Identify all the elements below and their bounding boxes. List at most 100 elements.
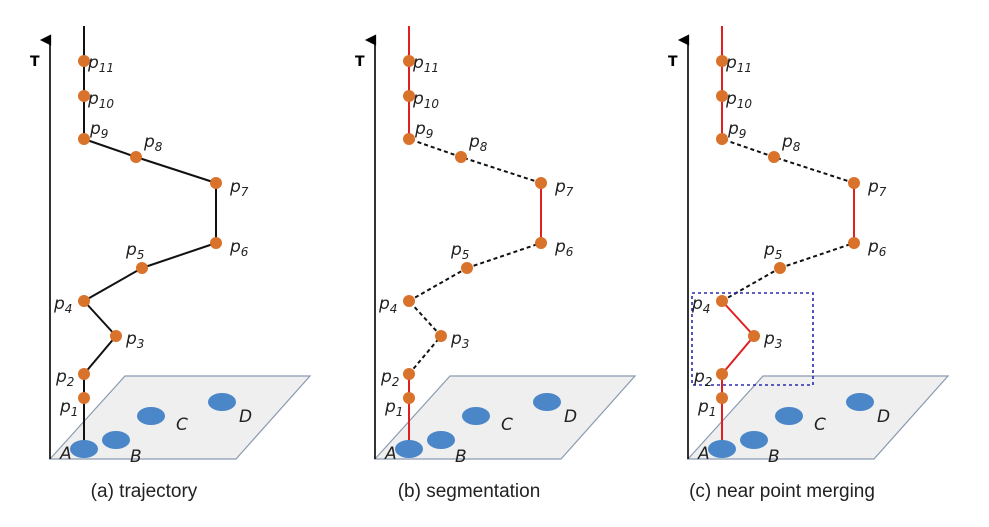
point-label-p11: p11: [412, 53, 439, 75]
trajectory-segment-7: [773, 156, 855, 184]
site-label-c: C: [176, 415, 188, 435]
panel-caption: (b) segmentation: [398, 481, 541, 502]
point-label-p11: p11: [87, 53, 114, 75]
point-label-p9: p9: [89, 119, 108, 141]
site-marker-d: [846, 393, 874, 411]
trajectory-point-p3: [110, 330, 122, 342]
point-label-p1: p1: [384, 397, 403, 419]
point-label-p6: p6: [229, 237, 249, 259]
point-label-p9: p9: [727, 119, 746, 141]
trajectory-point-p6: [848, 237, 860, 249]
time-axis-label: T: [30, 54, 40, 70]
site-label-b: B: [768, 447, 780, 467]
point-label-p9: p9: [414, 119, 433, 141]
site-label-a: A: [697, 444, 710, 464]
trajectory-point-p5: [774, 262, 786, 274]
trajectory-point-p11: [403, 55, 415, 67]
point-label-p2: p2: [693, 367, 712, 389]
trajectory-point-p6: [210, 237, 222, 249]
site-marker-c: [775, 407, 803, 425]
trajectory-point-p7: [848, 177, 860, 189]
panel-near-point-merging: T A B C Dp1 p2 p3 p4 p5 p6 p7 p8 p9 p10 p11 (c) near po…: [668, 26, 950, 502]
site-label-b: B: [455, 447, 467, 467]
site-label-c: C: [501, 415, 513, 435]
trajectory-point-p11: [716, 55, 728, 67]
trajectory-point-p7: [210, 177, 222, 189]
trajectory-point-p2: [716, 368, 728, 380]
point-label-p10: p10: [725, 89, 752, 111]
trajectory-point-p6: [535, 237, 547, 249]
merge-box: [691, 292, 814, 386]
point-label-p4: p4: [691, 294, 710, 316]
point-label-p5: p5: [763, 240, 782, 262]
point-label-p2: p2: [55, 367, 74, 389]
trajectory-segment-5: [141, 242, 217, 269]
trajectory-point-p8: [130, 151, 142, 163]
trajectory-point-p2: [78, 368, 90, 380]
trajectory-segment-4: [721, 267, 781, 302]
trajectory-segment-3: [721, 300, 755, 337]
point-label-p1: p1: [697, 397, 716, 419]
trajectory-point-p8: [768, 151, 780, 163]
point-label-p5: p5: [450, 240, 469, 262]
site-label-a: A: [59, 444, 72, 464]
point-label-p3: p3: [450, 329, 469, 351]
site-marker-d: [533, 393, 561, 411]
trajectory-segment-2: [721, 335, 755, 375]
trajectory-point-p1: [403, 392, 415, 404]
panel-segmentation: T A B C Dp1 p2 p3 p4 p5 p6 p7 p8 p9 p10 p11 (b) segment…: [355, 26, 637, 502]
trajectory-point-p11: [78, 55, 90, 67]
point-label-p3: p3: [763, 329, 782, 351]
point-label-p8: p8: [781, 132, 801, 154]
point-label-p3: p3: [125, 329, 144, 351]
trajectory-point-p4: [78, 295, 90, 307]
trajectory-point-p3: [435, 330, 447, 342]
trajectory-segment-3: [408, 300, 442, 337]
site-marker-a: [708, 440, 736, 458]
trajectory-point-p3: [748, 330, 760, 342]
trajectory-point-p1: [716, 392, 728, 404]
trajectory-segment-4: [83, 267, 143, 302]
site-label-b: B: [130, 447, 142, 467]
site-marker-c: [462, 407, 490, 425]
trajectory-point-p10: [78, 90, 90, 102]
point-label-p8: p8: [143, 132, 163, 154]
site-marker-a: [395, 440, 423, 458]
trajectory-point-p1: [78, 392, 90, 404]
trajectory-point-p9: [403, 133, 415, 145]
trajectory-point-p5: [136, 262, 148, 274]
trajectory-segment-7: [135, 156, 217, 184]
point-label-p8: p8: [468, 132, 488, 154]
trajectory-segment-8: [408, 138, 462, 158]
trajectory-point-p5: [461, 262, 473, 274]
trajectory-segment-8: [721, 138, 775, 158]
site-marker-d: [208, 393, 236, 411]
point-label-p6: p6: [554, 237, 574, 259]
point-label-p6: p6: [867, 237, 887, 259]
trajectory-point-p2: [403, 368, 415, 380]
trajectory-segment-2: [408, 335, 442, 375]
point-label-p5: p5: [125, 240, 144, 262]
trajectory-segment-8: [83, 138, 137, 158]
trajectory-segment-4: [408, 267, 468, 302]
trajectory-point-p10: [403, 90, 415, 102]
site-marker-b: [427, 431, 455, 449]
site-label-d: D: [564, 407, 577, 427]
point-label-p7: p7: [554, 177, 574, 199]
panel-trajectory: T A B C Dp1 p2 p3 p4 p5 p6 p7 p8 p9 p10 p11 (a) traject…: [30, 26, 312, 502]
trajectory-point-p4: [716, 295, 728, 307]
trajectory-point-p9: [716, 133, 728, 145]
point-label-p4: p4: [378, 294, 397, 316]
point-label-p7: p7: [867, 177, 887, 199]
trajectory-segment-5: [779, 242, 855, 269]
site-marker-b: [740, 431, 768, 449]
trajectory-point-p9: [78, 133, 90, 145]
trajectory-point-p7: [535, 177, 547, 189]
point-label-p10: p10: [412, 89, 439, 111]
site-marker-b: [102, 431, 130, 449]
site-label-c: C: [814, 415, 826, 435]
time-axis-label: T: [668, 54, 678, 70]
point-label-p7: p7: [229, 177, 249, 199]
point-label-p4: p4: [53, 294, 72, 316]
